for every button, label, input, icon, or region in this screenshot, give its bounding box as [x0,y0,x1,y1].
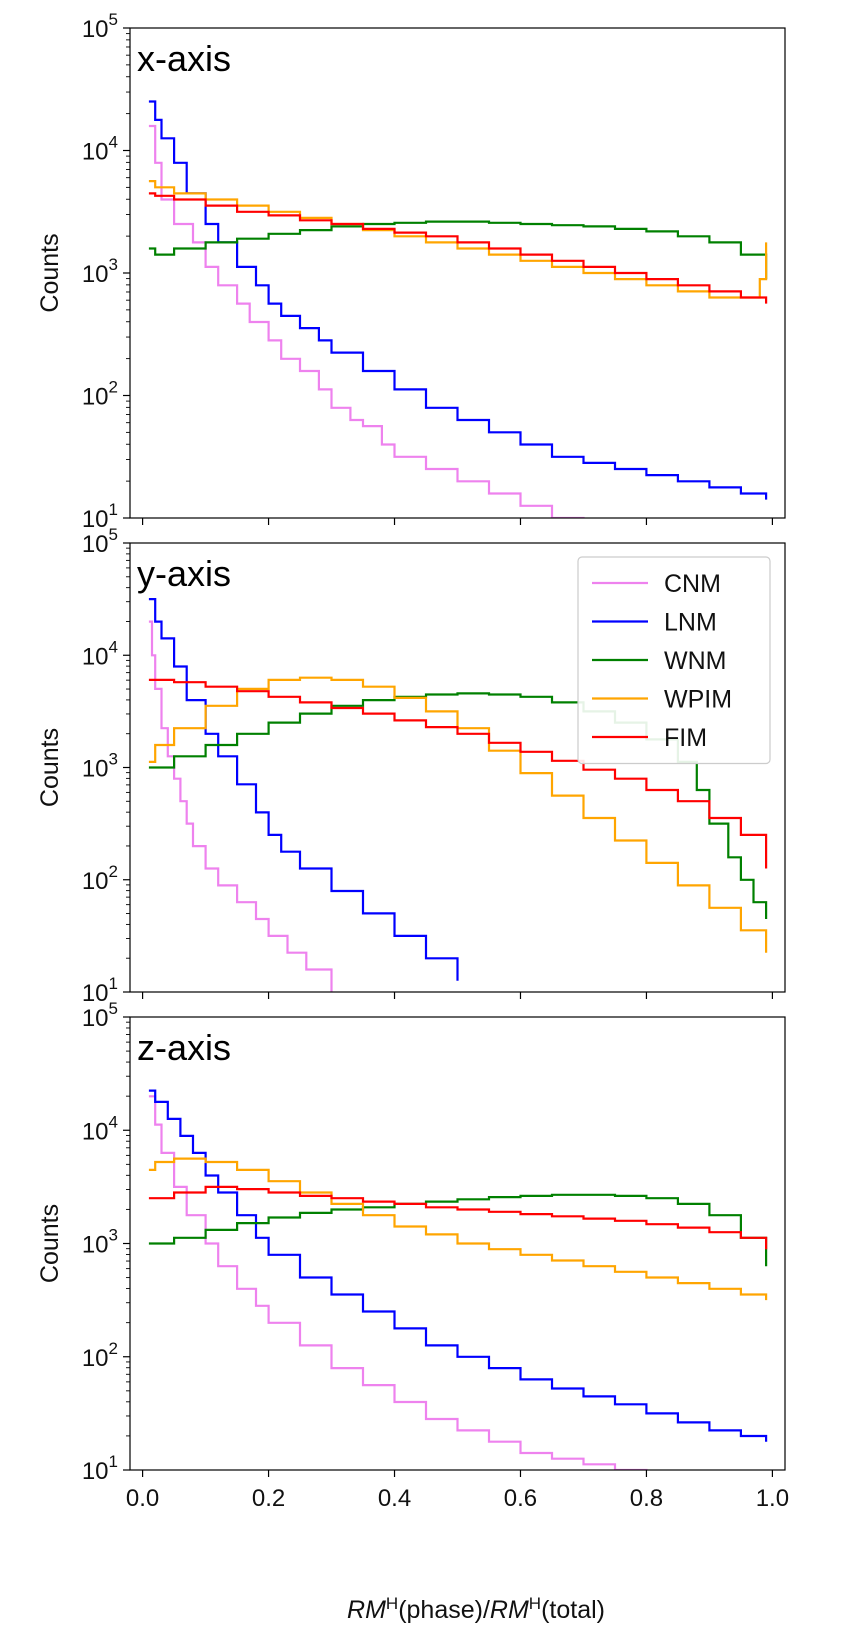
y-tick-exponent: 1 [109,974,118,993]
series-wnm [148,1193,768,1267]
y-tick-label: 103 [82,255,118,288]
y-tick-label: 105 [82,10,118,43]
legend-label-lnm: LNM [664,609,717,637]
y-tick-base: 10 [82,384,109,411]
y-tick-label: 102 [82,1339,118,1372]
y-axis-title: Counts [36,728,64,807]
y-tick-exponent: 4 [109,1112,118,1131]
y-tick-base: 10 [82,1232,109,1259]
y-tick-label: 104 [82,133,118,166]
y-tick-base: 10 [82,531,109,558]
series-lnm [148,1089,768,1442]
y-tick-label: 104 [82,637,118,670]
y-tick-base: 10 [82,643,109,670]
y-tick-exponent: 3 [109,255,118,274]
y-tick-label: 103 [82,750,118,783]
panel-z-axis: 0.0 0.2 0.4 0.6 0.8 1.0101102103104105Countsz… [36,999,789,1512]
y-tick-exponent: 3 [109,1226,118,1245]
y-tick-exponent: 5 [109,10,118,29]
y-tick-label: 105 [82,525,118,558]
series-cnm [148,620,333,992]
y-tick-label: 101 [82,974,118,1007]
x-axis-title-rm1: RM [347,1596,386,1624]
x-axis-title-sup2: H [529,1594,541,1613]
y-tick-base: 10 [82,980,109,1007]
series-lnm [148,100,768,500]
series-fim [148,678,768,869]
y-tick-label: 103 [82,1226,118,1259]
x-axis-title-rm2: RM [490,1596,529,1624]
x-axis-title-sup1: H [386,1594,398,1613]
series-group [148,598,768,992]
y-tick-base: 10 [82,1458,109,1485]
y-tick-exponent: 1 [109,500,118,519]
y-tick-base: 10 [82,16,109,43]
y-tick-label: 102 [82,378,118,411]
legend-label-fim: FIM [664,724,707,752]
y-tick-label: 104 [82,1112,118,1145]
x-axis-title-total: (total) [541,1596,605,1624]
y-tick-label: 102 [82,862,118,895]
y-tick-exponent: 2 [109,378,118,397]
x-tick-label: 0.4 [378,1485,411,1512]
y-tick-base: 10 [82,1118,109,1145]
x-axis-title-phase: (phase)/ [398,1596,490,1624]
y-tick-base: 10 [82,1345,109,1372]
x-tick-label: 0.6 [504,1485,537,1512]
legend-box [577,556,771,765]
y-tick-base: 10 [82,261,109,288]
plot-frame [129,27,786,519]
y-tick-label: 105 [82,999,118,1032]
series-lnm [148,598,459,981]
series-fim [148,192,768,304]
legend-label-wnm: WNM [664,647,726,675]
legend-label-cnm: CNM [664,570,721,598]
panels: 101102103104105Countsx-axis1011021031041… [36,10,789,1512]
series-cnm [148,1095,648,1470]
y-tick-base: 10 [82,1005,109,1032]
y-axis-title: Counts [36,1204,64,1283]
y-tick-base: 10 [82,506,109,533]
y-axis-title: Counts [36,233,64,312]
x-tick-label: 1.0 [756,1485,789,1512]
y-tick-base: 10 [82,139,109,166]
y-tick-exponent: 1 [109,1452,118,1471]
y-tick-exponent: 3 [109,750,118,769]
y-tick-label: 101 [82,1452,118,1485]
series-group [148,1089,768,1470]
series-wpim [148,180,768,299]
y-tick-exponent: 2 [109,1339,118,1358]
y-tick-label: 101 [82,500,118,533]
y-tick-base: 10 [82,756,109,783]
x-tick-label: 0.8 [630,1485,663,1512]
y-tick-exponent: 5 [109,525,118,544]
x-axis-title: RMH(phase)/RMH(total) [347,1594,605,1625]
y-tick-exponent: 2 [109,862,118,881]
panel-label: z-axis [137,1027,231,1068]
legend: CNM LNM WNM WPIM FIM [577,556,771,765]
series-group [148,100,768,518]
y-tick-base: 10 [82,868,109,895]
series-wnm [148,220,768,280]
x-tick-label: 0.2 [252,1485,285,1512]
series-wpim [148,676,768,953]
series-fim [148,1185,768,1250]
series-wnm [148,692,768,919]
legend-label-wpim: WPIM [664,686,732,714]
panel-label: y-axis [137,553,231,594]
y-tick-exponent: 4 [109,637,118,656]
panel-label: x-axis [137,38,231,79]
y-tick-exponent: 5 [109,999,118,1018]
x-tick-label: 0.0 [126,1485,159,1512]
series-cnm [148,124,585,518]
y-tick-exponent: 4 [109,133,118,152]
series-wpim [148,1157,768,1301]
